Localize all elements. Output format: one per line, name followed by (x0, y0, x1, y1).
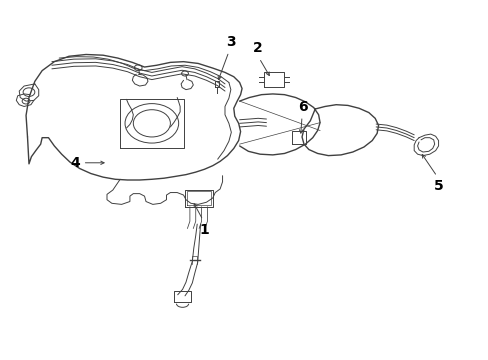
Text: 5: 5 (433, 179, 443, 193)
Text: 4: 4 (70, 156, 80, 170)
Text: 1: 1 (199, 223, 209, 237)
Text: 3: 3 (225, 35, 235, 49)
Text: 2: 2 (253, 41, 263, 55)
Text: 6: 6 (298, 100, 307, 114)
